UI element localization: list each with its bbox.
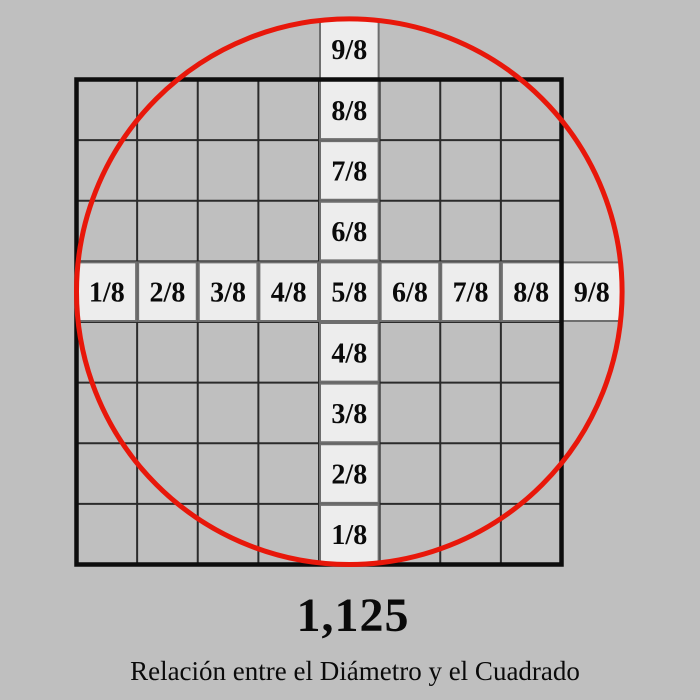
vertical-fraction-label: 8/8 <box>331 96 367 127</box>
horizontal-fraction-cell <box>500 261 562 322</box>
horizontal-fraction-cell <box>76 261 138 322</box>
caption: Relación entre el Diámetro y el Cuadrado <box>130 656 580 686</box>
horizontal-fraction-cell <box>319 261 380 322</box>
vertical-fraction-cell <box>319 382 380 444</box>
horizontal-fraction-label: 3/8 <box>210 278 246 309</box>
vertical-fraction-label: 3/8 <box>331 399 367 430</box>
horizontal-fraction-label: 7/8 <box>453 278 489 309</box>
ratio-value: 1,125 <box>296 589 410 642</box>
vertical-fraction-label: 4/8 <box>331 338 367 369</box>
circle-outline <box>74 16 625 567</box>
vertical-fraction-label: 6/8 <box>331 217 367 248</box>
horizontal-fraction-label: 5/8 <box>331 278 367 309</box>
vertical-fraction-cell <box>319 140 380 201</box>
vertical-fraction-label: 7/8 <box>331 156 367 187</box>
vertical-fraction-cell <box>319 200 380 262</box>
vertical-fraction-cell <box>319 79 380 141</box>
horizontal-fraction-label: 6/8 <box>392 278 428 309</box>
horizontal-fraction-label: 8/8 <box>513 278 549 309</box>
vertical-fraction-cell <box>319 322 380 383</box>
vertical-fraction-label: 9/8 <box>331 35 367 66</box>
horizontal-fraction-label: 1/8 <box>89 278 125 309</box>
horizontal-fraction-cell <box>258 261 319 322</box>
horizontal-fraction-label: 2/8 <box>150 278 186 309</box>
horizontal-fraction-label: 4/8 <box>271 278 307 309</box>
fraction-label-cells: 9/88/87/86/85/84/83/82/81/81/82/83/84/85… <box>76 18 623 565</box>
horizontal-fraction-label: 9/8 <box>574 278 610 309</box>
horizontal-fraction-cell <box>440 261 501 322</box>
horizontal-fraction-cell <box>197 261 259 322</box>
horizontal-fraction-cell <box>379 261 441 322</box>
vertical-fraction-label: 2/8 <box>331 460 367 491</box>
vertical-fraction-label: 1/8 <box>331 520 367 551</box>
vertical-fraction-cell <box>319 443 380 504</box>
horizontal-fraction-cell <box>137 261 198 322</box>
